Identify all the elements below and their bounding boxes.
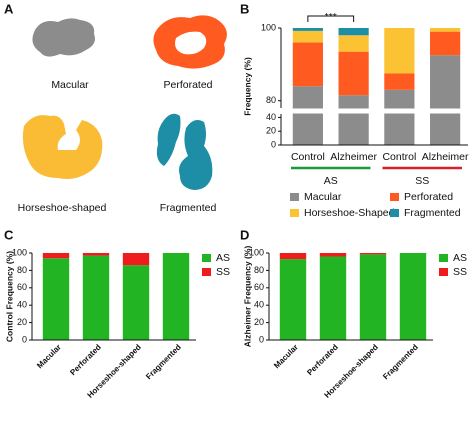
bar-segment xyxy=(359,254,387,340)
perforated-shape xyxy=(153,15,227,69)
bar-segment xyxy=(338,28,369,36)
shape-label: Horseshoe-shaped xyxy=(18,202,107,214)
x-tick-label: Control xyxy=(382,151,416,163)
x-tick-label: Alzheimer xyxy=(330,151,377,163)
bar-segment xyxy=(384,73,415,90)
x-tick-label: Perforated xyxy=(68,342,103,377)
legend-swatch xyxy=(390,209,399,217)
x-tick-label: Macular xyxy=(35,343,63,371)
bar-segment xyxy=(162,253,190,340)
x-tick-label: Fragmented xyxy=(144,342,183,381)
bar-segment xyxy=(338,51,369,96)
y-axis-label: Alzheimer Frequency (%) xyxy=(242,246,252,348)
bar-segment xyxy=(292,30,323,43)
x-tick-label: Alzheimer xyxy=(422,151,469,163)
bar-segment xyxy=(42,258,70,340)
shape-label: Perforated xyxy=(163,79,212,91)
panel-letter: D xyxy=(240,227,249,242)
y-tick-label: 0 xyxy=(259,334,264,344)
bar-segment xyxy=(359,253,387,255)
y-tick-label: 40 xyxy=(266,112,276,122)
legend-swatch xyxy=(202,268,211,276)
y-tick-label: 20 xyxy=(254,317,264,327)
fragmented-shape xyxy=(156,113,213,190)
chart-panel: B Frequency (%) 0 20 40 80 100 Control Alzheimer… xyxy=(240,1,469,218)
legend-label: Macular xyxy=(304,191,342,203)
x-tick-label: Fragmented xyxy=(381,342,420,381)
y-tick-label: 20 xyxy=(266,126,276,136)
bar-segment xyxy=(292,42,323,87)
y-axis-label: Frequency (%) xyxy=(242,57,252,116)
bar-segment xyxy=(384,28,415,74)
x-tick-label: Macular xyxy=(272,343,300,371)
x-tick-label: Control xyxy=(291,151,325,163)
chart-panel: C Control Frequency (%) 0 20 40 60 80 100 Macula… xyxy=(4,227,230,399)
legend-label: AS xyxy=(216,252,230,264)
legend-label: Horseshoe-Shaped xyxy=(304,207,395,219)
y-tick-label: 0 xyxy=(271,139,276,149)
y-tick-label: 80 xyxy=(17,265,27,275)
bar-segment xyxy=(42,253,70,259)
horseshoe-shape xyxy=(22,115,103,179)
bar-segment xyxy=(430,28,461,32)
legend-label: Fragmented xyxy=(404,207,461,219)
y-tick-label: 0 xyxy=(22,334,27,344)
chart-panel: D Alzheimer Frequency (%) 0 20 40 60 80 100 Macu… xyxy=(240,227,467,399)
bar-segment xyxy=(338,95,369,145)
axis-break-gap xyxy=(275,108,468,114)
x-tick-label: Perforated xyxy=(305,342,340,377)
panel-letter: B xyxy=(240,1,249,16)
y-tick-label: 100 xyxy=(12,247,27,257)
bar-segment xyxy=(82,255,110,340)
panel-letter: A xyxy=(4,1,14,16)
y-tick-label: 40 xyxy=(17,300,27,310)
bar-segment xyxy=(292,86,323,145)
bar-segment xyxy=(430,55,461,145)
legend-label: SS xyxy=(216,266,230,278)
bar-segment xyxy=(338,35,369,52)
panel-a: A Macular Perforated Horseshoe-shaped Fr… xyxy=(4,1,227,214)
legend-label: SS xyxy=(453,266,467,278)
y-tick-label: 100 xyxy=(261,22,276,32)
panel-letter: C xyxy=(4,227,14,242)
group-label: SS xyxy=(415,175,429,187)
legend-swatch xyxy=(439,254,448,262)
y-tick-label: 100 xyxy=(249,247,264,257)
bar-segment xyxy=(122,253,150,266)
legend-swatch xyxy=(290,193,299,201)
bar-segment xyxy=(82,253,110,256)
bar-segment xyxy=(384,89,415,145)
y-axis-label: Control Frequency (%) xyxy=(4,251,14,342)
legend-swatch xyxy=(439,268,448,276)
y-tick-label: 60 xyxy=(17,282,27,292)
legend-label: AS xyxy=(453,252,467,264)
macular-shape xyxy=(32,18,95,57)
group-label: AS xyxy=(324,175,338,187)
legend-swatch xyxy=(390,193,399,201)
legend-label: Perforated xyxy=(404,191,453,203)
bar-segment xyxy=(279,259,307,340)
y-tick-label: 60 xyxy=(254,282,264,292)
legend-swatch xyxy=(202,254,211,262)
y-tick-label: 80 xyxy=(266,95,276,105)
bar-segment xyxy=(122,265,150,340)
bar-segment xyxy=(292,28,323,31)
bar-segment xyxy=(319,253,347,257)
bar-segment xyxy=(430,31,461,56)
significance-bracket xyxy=(307,15,355,22)
legend-swatch xyxy=(290,209,299,217)
y-tick-label: 20 xyxy=(17,317,27,327)
bar-segment xyxy=(319,256,347,340)
annotation: *** xyxy=(325,11,337,23)
y-tick-label: 40 xyxy=(254,300,264,310)
shape-label: Macular xyxy=(51,79,89,91)
bar-segment xyxy=(279,253,307,260)
bar-segment xyxy=(399,253,427,340)
shape-label: Fragmented xyxy=(160,202,217,214)
y-tick-label: 80 xyxy=(254,265,264,275)
